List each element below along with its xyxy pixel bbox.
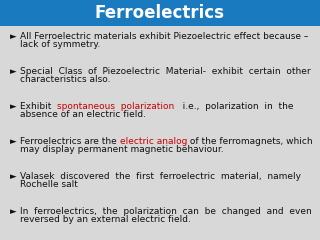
Text: All Ferroelectric materials exhibit Piezoelectric effect because –: All Ferroelectric materials exhibit Piez… [20,32,308,41]
Text: reversed by an external electric field.: reversed by an external electric field. [20,215,191,224]
Text: Valasek  discovered  the  first  ferroelectric  material,  namely: Valasek discovered the first ferroelectr… [20,172,301,181]
Text: ►: ► [10,67,17,76]
Text: spontaneous  polarization: spontaneous polarization [57,102,174,111]
Text: i.e.,  polarization  in  the: i.e., polarization in the [174,102,294,111]
Text: ►: ► [10,207,17,216]
Text: may display permanent magnetic behaviour.: may display permanent magnetic behaviour… [20,145,224,154]
Bar [0,0,320,26]
Text: Exhibit: Exhibit [20,102,57,111]
Text: ►: ► [10,172,17,181]
Text: Rochelle salt: Rochelle salt [20,180,78,189]
Text: ►: ► [10,32,17,41]
Text: Ferroelectrics: Ferroelectrics [95,4,225,22]
Text: absence of an electric field.: absence of an electric field. [20,110,146,119]
Text: lack of symmetry.: lack of symmetry. [20,40,100,49]
Text: Special  Class  of  Piezoelectric  Material-  exhibit  certain  other: Special Class of Piezoelectric Material-… [20,67,311,76]
Text: of the ferromagnets, which: of the ferromagnets, which [187,137,313,146]
Text: ►: ► [10,102,17,111]
Text: Ferroelectrics are the: Ferroelectrics are the [20,137,120,146]
Text: electric analog: electric analog [120,137,187,146]
Text: In  ferroelectrics,  the  polarization  can  be  changed  and  even: In ferroelectrics, the polarization can … [20,207,312,216]
Text: ►: ► [10,137,17,146]
Text: characteristics also.: characteristics also. [20,75,110,84]
